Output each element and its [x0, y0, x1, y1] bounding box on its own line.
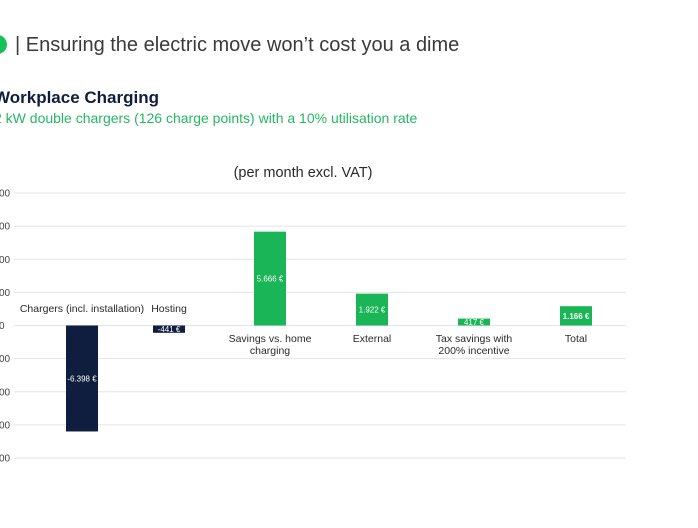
- chart-title: (per month excl. VAT): [234, 165, 373, 181]
- page-heading: | Ensuring the electric move won’t cost …: [0, 34, 459, 57]
- gridlines: [14, 192, 626, 459]
- data-label: 1.166 €: [563, 312, 590, 321]
- category-label: Total: [565, 333, 587, 345]
- chart-subtitle: Workplace Charging: [0, 88, 159, 107]
- category-label: Chargers (incl. installation): [20, 303, 144, 315]
- bar: [560, 306, 592, 326]
- brand-accent-mark: [0, 35, 7, 54]
- y-tick-label: 00: [0, 189, 11, 200]
- bar: [254, 231, 286, 326]
- y-tick-label: 00: [0, 354, 11, 365]
- bars: [66, 231, 592, 432]
- category-label: Tax savings with 200% incentive: [436, 333, 513, 357]
- data-label: 417 €: [464, 318, 485, 327]
- data-label: -6.398 €: [67, 374, 97, 383]
- data-label: 1.922 €: [359, 306, 386, 315]
- y-tick-label: 00: [0, 255, 11, 266]
- bar: [66, 325, 98, 432]
- category-labels: Chargers (incl. installation) Hosting Savi…: [20, 303, 587, 357]
- data-label: -441 €: [158, 325, 181, 334]
- y-tick-label: 00: [0, 420, 11, 431]
- y-tick-label: 00: [0, 387, 11, 398]
- y-tick-label: 00: [0, 222, 11, 233]
- bar: [356, 293, 388, 326]
- data-labels: -6.398 € -441 € 5.666 € 1.922 € 417 € 1.166 €: [67, 275, 590, 384]
- chart-subtitle-detail: 2 kW double chargers (126 charge points)…: [0, 110, 418, 126]
- y-tick-label: 00: [0, 454, 11, 465]
- y-tick-label: 0: [0, 321, 5, 332]
- y-tick-label: 00: [0, 288, 11, 299]
- bar: [458, 318, 490, 326]
- category-label: Hosting: [151, 303, 187, 315]
- category-label: External: [353, 333, 392, 345]
- bar: [153, 325, 185, 333]
- category-label: Savings vs. home charging: [229, 333, 312, 357]
- page-heading-text: | Ensuring the electric move won’t cost …: [15, 34, 460, 56]
- data-label: 5.666 €: [257, 275, 284, 284]
